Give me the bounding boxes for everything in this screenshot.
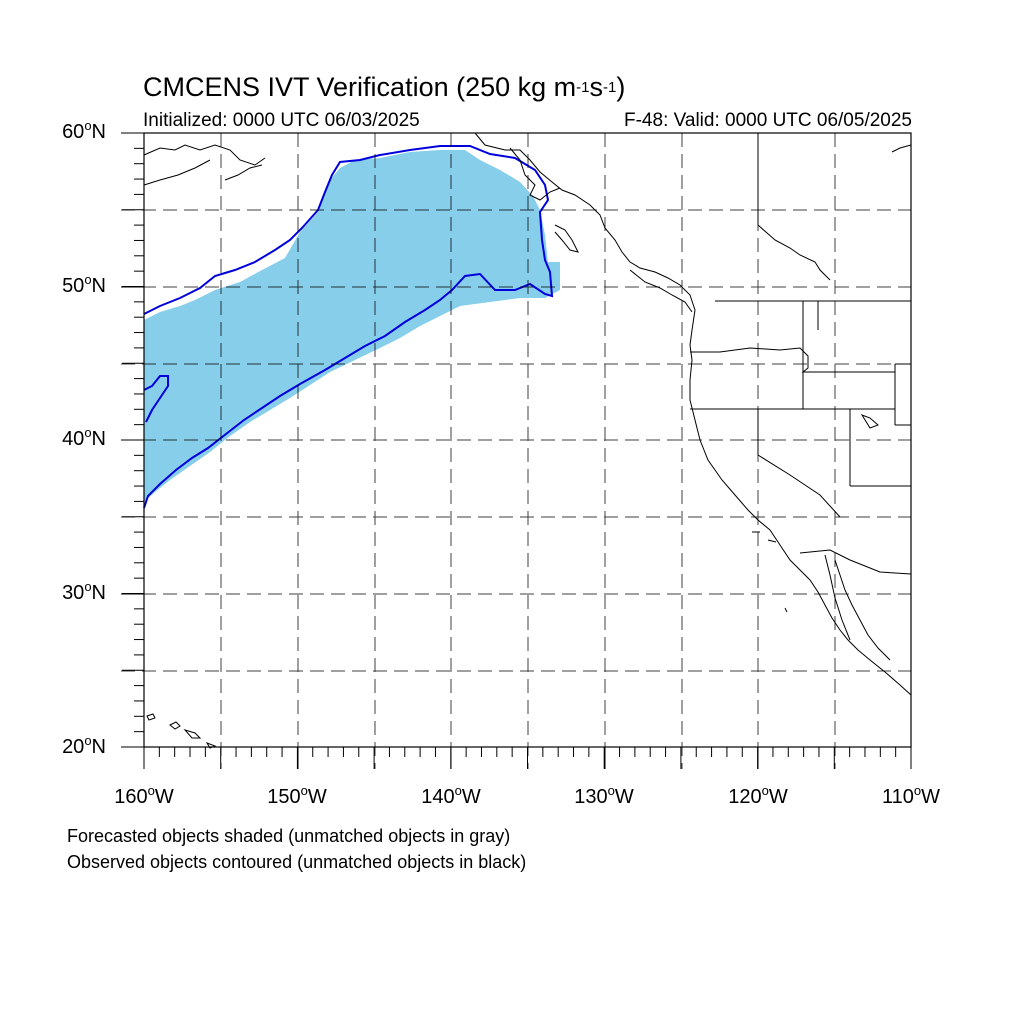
lon-label-160w: 160oW: [114, 783, 174, 808]
lat-label-20: 20oN: [62, 733, 106, 758]
minor-ticks: [122, 132, 912, 769]
footer-observed-note: Observed objects contoured (unmatched ob…: [67, 852, 527, 872]
lon-label-130w: 130oW: [574, 783, 634, 808]
footer-forecast-note: Forecasted objects shaded (unmatched obj…: [67, 826, 511, 846]
lat-label-60: 60oN: [62, 118, 106, 143]
forecast-ivt-object: [144, 150, 560, 502]
coastlines: [143, 132, 912, 749]
initialized-time: Initialized: 0000 UTC 06/03/2025: [143, 110, 420, 131]
valid-time: F-48: Valid: 0000 UTC 06/05/2025: [624, 110, 912, 131]
lon-label-140w: 140oW: [421, 783, 481, 808]
map-title: CMCENS IVT Verification (250 kg m-1s-1): [143, 72, 626, 102]
map-grid: [121, 133, 911, 769]
observed-ivt-contour: [143, 145, 554, 509]
lat-label-30: 30oN: [62, 579, 106, 604]
observed-ivt-contour-west: [143, 375, 169, 423]
lon-label-110w: 110oW: [881, 783, 940, 808]
lat-label-40: 40oN: [62, 425, 106, 450]
lat-label-50: 50oN: [62, 272, 106, 297]
lon-label-150w: 150oW: [267, 783, 327, 808]
political-borders: [690, 133, 912, 575]
lon-label-120w: 120oW: [728, 783, 788, 808]
